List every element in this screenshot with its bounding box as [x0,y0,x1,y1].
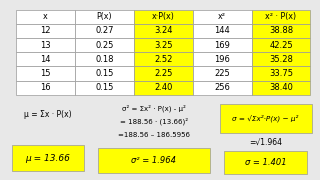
Text: σ² = Σx² · P(x) - μ²: σ² = Σx² · P(x) - μ² [122,105,186,112]
FancyBboxPatch shape [224,151,307,174]
Text: = 188.56 · (13.66)²: = 188.56 · (13.66)² [120,118,188,125]
FancyBboxPatch shape [98,148,210,173]
Text: σ = √Σx²·P(x) − μ²: σ = √Σx²·P(x) − μ² [232,115,299,122]
Text: σ = 1.401: σ = 1.401 [245,158,286,167]
Text: =√1.964: =√1.964 [249,138,282,147]
Text: μ = 13.66: μ = 13.66 [26,154,70,163]
FancyBboxPatch shape [12,145,84,171]
Text: =188.56 – 186.5956: =188.56 – 186.5956 [118,132,189,138]
FancyBboxPatch shape [220,104,312,132]
Text: σ² = 1.964: σ² = 1.964 [131,156,176,165]
Text: μ = Σx · P(x): μ = Σx · P(x) [24,110,72,119]
